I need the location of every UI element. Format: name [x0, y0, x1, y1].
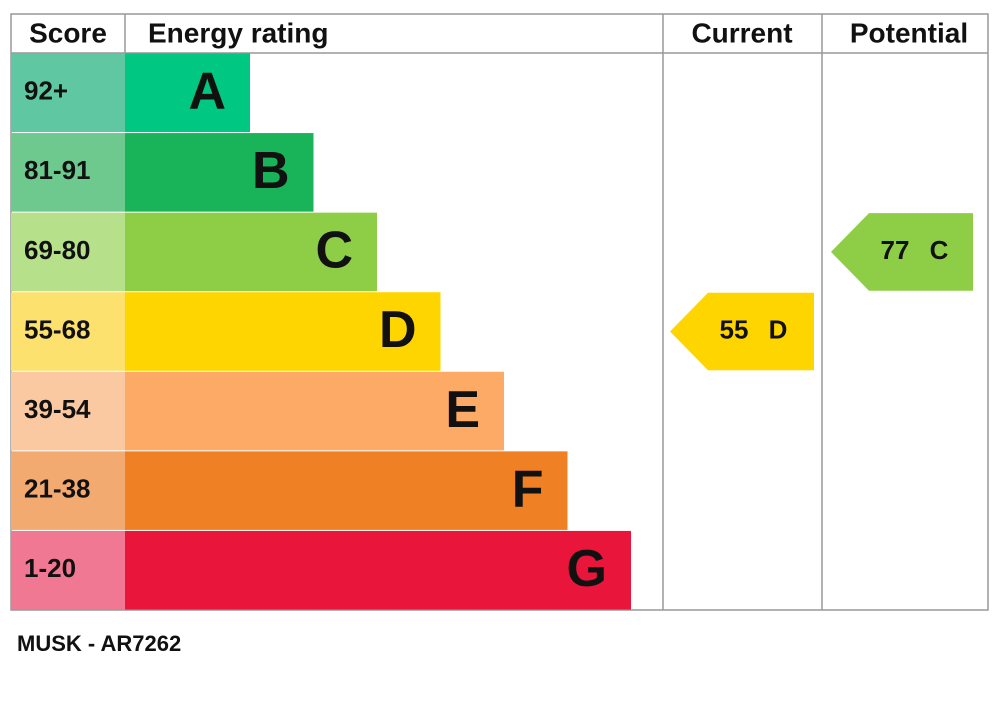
rating-bar — [125, 212, 377, 292]
rating-bar — [125, 530, 631, 610]
score-cell — [11, 371, 125, 451]
rating-bar — [125, 133, 314, 212]
current-value: 55 — [720, 314, 749, 344]
rating-bar — [125, 53, 250, 133]
header-rating: Energy rating — [148, 17, 328, 48]
current-letter: D — [769, 314, 788, 344]
score-label: 69-80 — [24, 235, 91, 265]
score-label: 1-20 — [24, 553, 76, 583]
score-cell — [11, 212, 125, 292]
score-cell — [11, 292, 125, 371]
band-letter: F — [512, 460, 544, 518]
footer: MUSK - AR7262 — [17, 631, 181, 656]
rating-bar — [125, 371, 504, 451]
current-arrow — [670, 292, 814, 371]
potential-arrow — [831, 213, 973, 291]
band-letter: A — [188, 63, 226, 121]
header-current: Current — [691, 17, 792, 48]
header-potential: Potential — [850, 17, 968, 48]
band-letter: E — [445, 381, 480, 439]
score-cell — [11, 53, 125, 133]
rating-bar — [125, 292, 441, 371]
score-cell — [11, 133, 125, 212]
band-letter: B — [252, 142, 290, 200]
score-cell — [11, 451, 125, 530]
potential-value: 77 — [881, 235, 910, 265]
rating-bar — [125, 451, 568, 530]
score-label: 21-38 — [24, 474, 91, 504]
band-letter: C — [315, 222, 353, 280]
potential-letter: C — [930, 235, 949, 265]
score-label: 92+ — [24, 76, 68, 106]
score-label: 39-54 — [24, 394, 91, 424]
score-label: 81-91 — [24, 155, 91, 185]
header-score: Score — [29, 17, 107, 48]
band-letter: G — [567, 540, 607, 598]
score-label: 55-68 — [24, 314, 91, 344]
band-letter: D — [379, 301, 417, 359]
score-cell — [11, 530, 125, 610]
